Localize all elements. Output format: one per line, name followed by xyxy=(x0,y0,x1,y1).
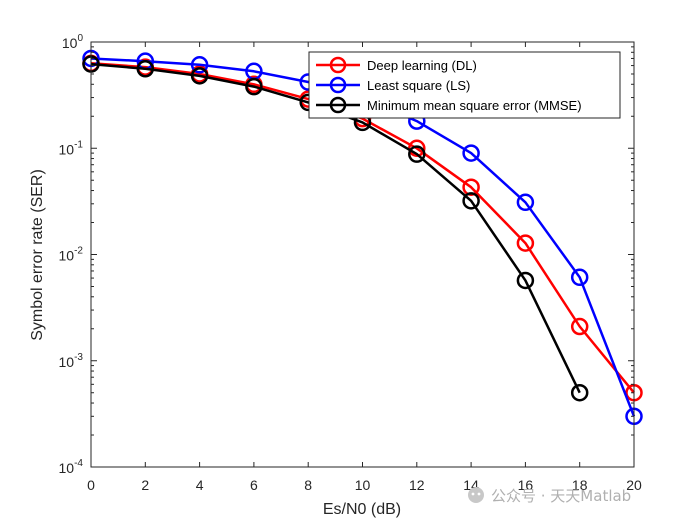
legend: Deep learning (DL) Least square (LS) Minim… xyxy=(308,51,621,119)
x-tick-label: 2 xyxy=(141,477,149,493)
x-tick-label: 10 xyxy=(355,477,371,493)
y-tick-label: 100 xyxy=(62,33,84,51)
x-tick-label: 4 xyxy=(196,477,204,493)
data-point xyxy=(462,192,480,210)
legend-marker xyxy=(329,76,347,94)
x-tick-label: 8 xyxy=(304,477,312,493)
y-tick-label: 10-4 xyxy=(59,458,84,476)
data-point xyxy=(408,145,426,163)
data-point xyxy=(136,60,155,78)
x-tick-label: 12 xyxy=(409,477,425,493)
data-point xyxy=(516,193,535,212)
x-tick-label: 0 xyxy=(87,477,95,493)
y-tick-label: 10-2 xyxy=(59,246,84,264)
y-axis-label: Symbol error rate (SER) xyxy=(29,169,46,341)
data-point xyxy=(570,268,589,287)
x-axis-label: Es/N0 (dB) xyxy=(323,501,401,518)
wechat-icon xyxy=(468,487,484,503)
series-line xyxy=(90,62,635,394)
legend-entry: Least square (LS) xyxy=(316,76,470,94)
legend-entry: Minimum mean square error (MMSE) xyxy=(316,96,582,114)
legend-entry: Deep learning (DL) xyxy=(316,56,477,74)
x-axis: 0 2 4 6 8 10 12 14 16 18 20 xyxy=(87,42,642,493)
x-tick-label: 16 xyxy=(518,477,534,493)
watermark: 公众号 · 天天Matlab xyxy=(468,487,631,505)
x-tick-label: 6 xyxy=(250,477,258,493)
data-point xyxy=(190,56,209,74)
data-point xyxy=(570,383,589,402)
x-tick-label: 20 xyxy=(626,477,642,493)
legend-label: Least square (LS) xyxy=(367,78,470,93)
data-point xyxy=(570,317,589,336)
data-point xyxy=(408,139,426,157)
y-tick-label: 10-1 xyxy=(59,139,84,157)
legend-label: Deep learning (DL) xyxy=(367,58,477,73)
x-tick-label: 18 xyxy=(572,477,588,493)
y-tick-label: 10-3 xyxy=(59,352,84,370)
data-point xyxy=(190,67,209,85)
data-point xyxy=(516,234,535,252)
data-point xyxy=(462,144,480,162)
legend-box xyxy=(308,51,621,119)
data-point xyxy=(462,178,480,196)
y-axis: 10-4 10-3 10-2 10-1 100 xyxy=(59,33,634,476)
data-point xyxy=(245,77,263,96)
legend-marker xyxy=(329,56,347,74)
data-point xyxy=(516,271,535,290)
legend-label: Minimum mean square error (MMSE) xyxy=(367,98,582,113)
watermark-text: 公众号 · 天天Matlab xyxy=(491,487,631,505)
legend-marker xyxy=(329,96,347,114)
